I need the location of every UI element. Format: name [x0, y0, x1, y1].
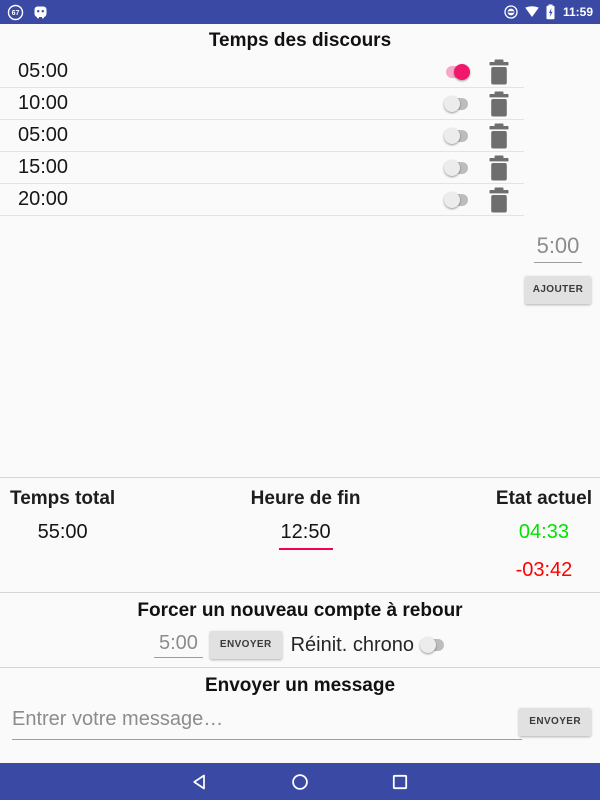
force-time-input[interactable]: 5:00 — [153, 632, 203, 658]
end-time-input[interactable]: 12:50 — [278, 521, 333, 550]
status-bar: 67 11:59 — [0, 0, 600, 24]
svg-text:67: 67 — [12, 10, 20, 17]
state-negative-value: -03:42 — [515, 559, 573, 581]
timer-row: 10:00 — [0, 88, 524, 120]
back-icon[interactable] — [191, 773, 209, 791]
current-state-column: Etat actuel 04:33 -03:42 — [496, 488, 592, 582]
force-countdown-title: Forcer un nouveau compte à rebour — [137, 600, 463, 621]
add-button[interactable]: AJOUTER — [525, 276, 591, 304]
trash-icon[interactable] — [488, 59, 510, 85]
status-time: 11:59 — [562, 5, 593, 19]
timer-switch[interactable] — [444, 191, 470, 208]
timer-switch[interactable] — [444, 63, 470, 80]
battery-percent-icon: 67 — [7, 4, 24, 20]
switch-thumb — [420, 637, 437, 653]
wifi-icon — [525, 6, 539, 17]
timer-time-label: 20:00 — [18, 188, 69, 210]
end-time-column: Heure de fin 12:50 — [250, 488, 361, 582]
message-row: ENVOYER — [0, 697, 600, 775]
timer-row: 15:00 — [0, 152, 524, 184]
trash-icon[interactable] — [488, 187, 510, 213]
total-time-column: Temps total 55:00 — [10, 488, 115, 582]
switch-thumb — [454, 63, 470, 80]
timer-time-label: 10:00 — [18, 92, 69, 114]
end-time-header: Heure de fin — [250, 488, 361, 509]
timer-list: 05:00 10:00 05:00 — [0, 56, 524, 216]
switch-thumb — [444, 191, 460, 208]
current-state-header: Etat actuel — [495, 488, 592, 509]
switch-thumb — [444, 159, 460, 176]
message-input[interactable] — [12, 708, 522, 740]
reset-chrono-label: Réinit. chrono — [290, 633, 415, 656]
force-countdown-row: 5:00 ENVOYER Réinit. chrono — [0, 631, 600, 659]
switch-thumb — [444, 127, 460, 144]
timer-time-label: 05:00 — [18, 60, 69, 82]
timer-row: 05:00 — [0, 120, 524, 152]
trash-icon[interactable] — [488, 91, 510, 117]
android-nav-bar — [0, 763, 600, 800]
state-positive-value: 04:33 — [518, 521, 569, 543]
message-section: Envoyer un message ENVOYER — [0, 667, 600, 775]
total-time-value: 55:00 — [37, 521, 88, 543]
trash-icon[interactable] — [488, 155, 510, 181]
timer-switch[interactable] — [444, 95, 470, 112]
message-title: Envoyer un message — [204, 675, 396, 696]
force-send-button[interactable]: ENVOYER — [209, 631, 282, 659]
timer-time-label: 05:00 — [18, 124, 69, 146]
timer-switch[interactable] — [444, 159, 470, 176]
timer-row: 20:00 — [0, 184, 524, 216]
recents-icon[interactable] — [391, 773, 409, 791]
timer-switch[interactable] — [444, 127, 470, 144]
do-not-disturb-icon — [504, 5, 518, 19]
switch-thumb — [444, 95, 460, 112]
page-title: Temps des discours — [208, 30, 392, 51]
reset-chrono-switch[interactable] — [420, 637, 446, 653]
timer-time-label: 15:00 — [18, 156, 69, 178]
timer-row: 05:00 — [0, 56, 524, 88]
status-bar-right: 11:59 — [504, 4, 593, 20]
add-timer-area: 5:00 AJOUTER — [525, 233, 591, 304]
android-robot-icon — [34, 6, 47, 19]
force-countdown-section: Forcer un nouveau compte à rebour 5:00 E… — [0, 592, 600, 659]
summary-section: Temps total 55:00 Heure de fin 12:50 Eta… — [0, 477, 600, 582]
message-send-button[interactable]: ENVOYER — [519, 708, 591, 736]
total-time-header: Temps total — [10, 488, 116, 509]
home-icon[interactable] — [291, 773, 309, 791]
trash-icon[interactable] — [488, 123, 510, 149]
battery-charging-icon — [546, 4, 555, 20]
status-bar-left: 67 — [7, 4, 504, 21]
add-timer-input[interactable]: 5:00 — [533, 233, 583, 263]
